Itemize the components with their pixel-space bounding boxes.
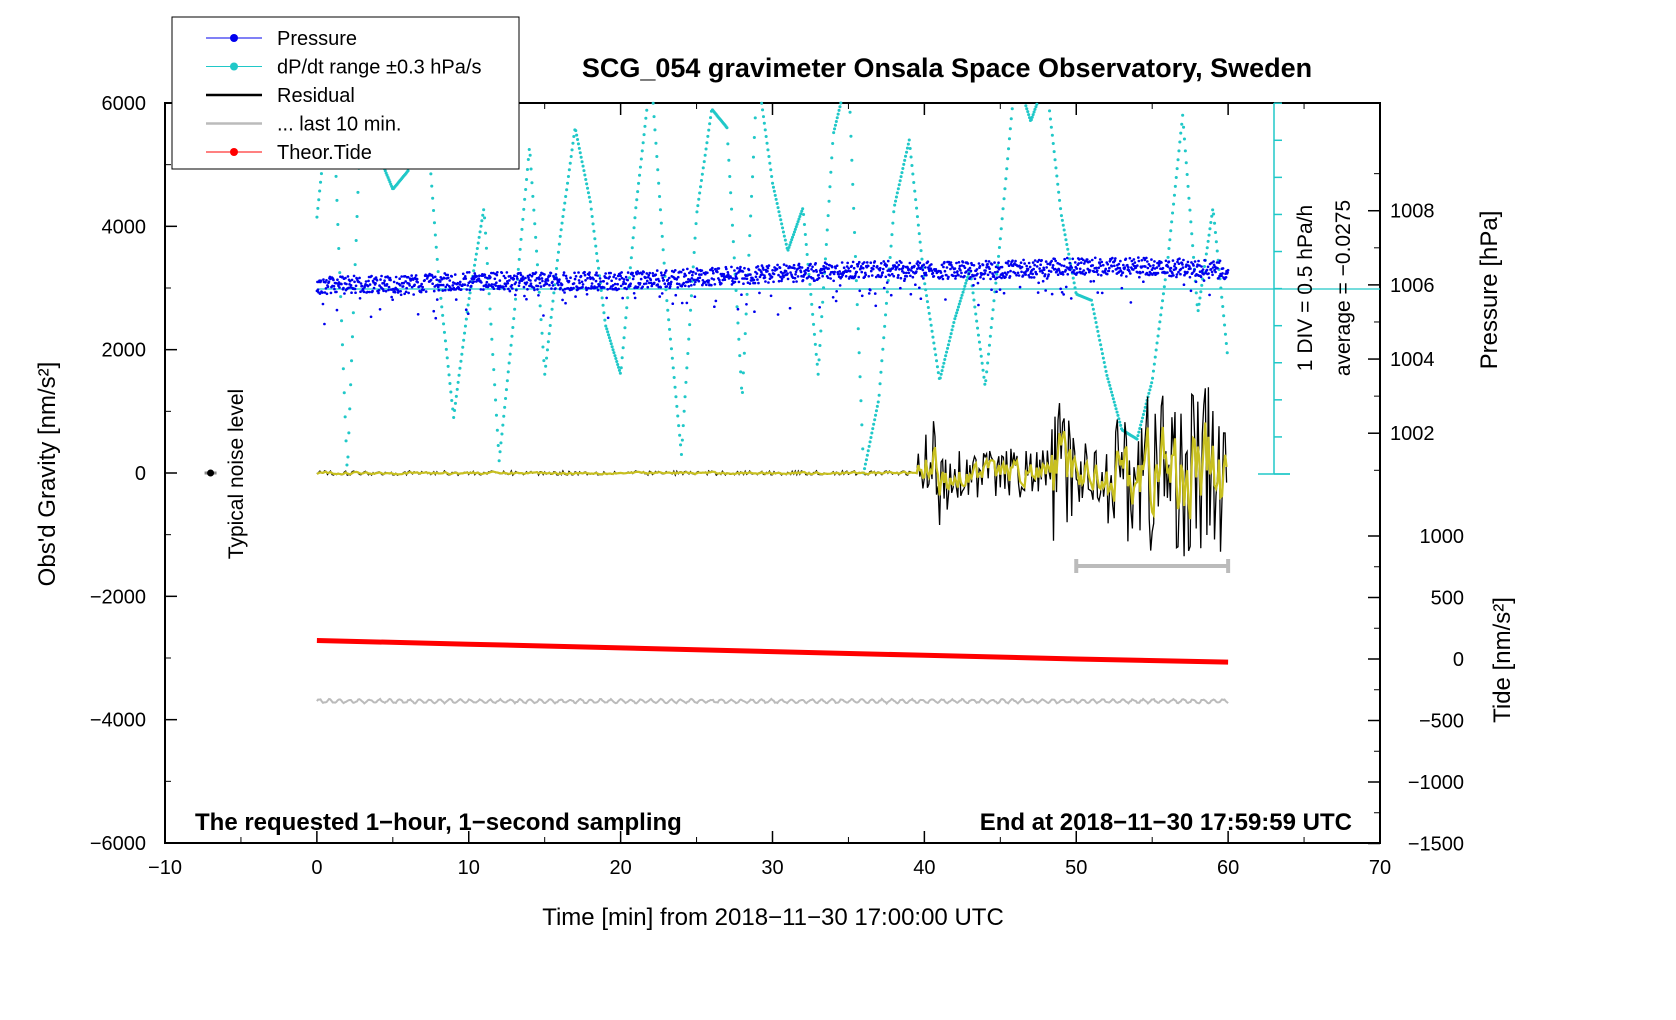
tide-tick-label: −1500 — [1408, 834, 1464, 856]
y-axis-label: Obs'd Gravity [nm/s²] — [34, 362, 61, 587]
note-noise-level: Typical noise level — [225, 389, 248, 559]
legend-label: ... last 10 min. — [277, 114, 402, 136]
legend-marker — [230, 34, 238, 42]
x-tick-label: 50 — [1065, 857, 1087, 879]
series-pressure — [315, 256, 1230, 326]
series-last-10-min — [316, 697, 1229, 706]
x-tick-label: 60 — [1217, 857, 1239, 879]
pressure-tick-label: 1008 — [1390, 201, 1435, 223]
x-tick-label: 0 — [311, 857, 322, 879]
pressure-axis-label: Pressure [hPa] — [1476, 211, 1503, 370]
legend-box — [171, 16, 520, 170]
series-residual-smoothed — [316, 422, 1228, 520]
tide-tick-label: 1000 — [1420, 526, 1465, 548]
axes: −10 0 10 20 30 40 50 60 70 6000 4000 2000 0 −2000 −400… — [90, 93, 1464, 879]
note-sampling: The requested 1−hour, 1−second sampling — [195, 809, 682, 836]
tide-tick-label: −500 — [1419, 711, 1464, 733]
x-axis-label: Time [min] from 2018−11−30 17:00:00 UTC — [542, 904, 1004, 931]
series-residual — [316, 387, 1228, 557]
tide-axis-label: Tide [nm/s²] — [1489, 597, 1516, 723]
legend: Pressure dP/dt range ±0.3 hPa/s Residual..… — [171, 16, 520, 170]
y-tick-label: 6000 — [102, 93, 147, 115]
legend-label: Theor.Tide — [277, 142, 372, 164]
chart-marks — [204, 101, 1380, 706]
legend-label: Residual — [277, 85, 355, 107]
legend-marker — [230, 148, 238, 156]
y-tick-label: −4000 — [90, 710, 146, 732]
tide-tick-label: −1000 — [1408, 772, 1464, 794]
y-tick-label: 4000 — [102, 216, 147, 238]
note-div: 1 DIV = 0.5 hPa/h — [1294, 205, 1317, 371]
tide-tick-label: 0 — [1453, 649, 1464, 671]
pressure-tick-label: 1004 — [1390, 349, 1435, 371]
series-theor-tide — [316, 638, 1229, 665]
x-tick-label: 30 — [761, 857, 783, 879]
pressure-tick-label: 1006 — [1390, 275, 1435, 297]
noise-level-dot — [207, 469, 215, 477]
note-end-time: End at 2018−11−30 17:59:59 UTC — [980, 809, 1352, 836]
x-tick-label: 20 — [610, 857, 632, 879]
x-tick-label: 40 — [913, 857, 935, 879]
y-tick-label: −2000 — [90, 586, 146, 608]
y-tick-label: 0 — [135, 463, 146, 485]
y-tick-label: −6000 — [90, 833, 146, 855]
legend-label: Pressure — [277, 28, 357, 50]
y-tick-label: 2000 — [102, 340, 147, 362]
x-tick-label: −10 — [148, 857, 182, 879]
legend-label: dP/dt range ±0.3 hPa/s — [277, 57, 481, 79]
x-tick-label: 70 — [1369, 857, 1391, 879]
note-average: average = −0.0275 — [1332, 200, 1355, 376]
pressure-tick-label: 1002 — [1390, 423, 1435, 445]
legend-marker — [230, 62, 238, 71]
chart-title: SCG_054 gravimeter Onsala Space Observat… — [582, 53, 1312, 83]
tide-tick-label: 500 — [1431, 588, 1464, 610]
x-tick-label: 10 — [458, 857, 480, 879]
